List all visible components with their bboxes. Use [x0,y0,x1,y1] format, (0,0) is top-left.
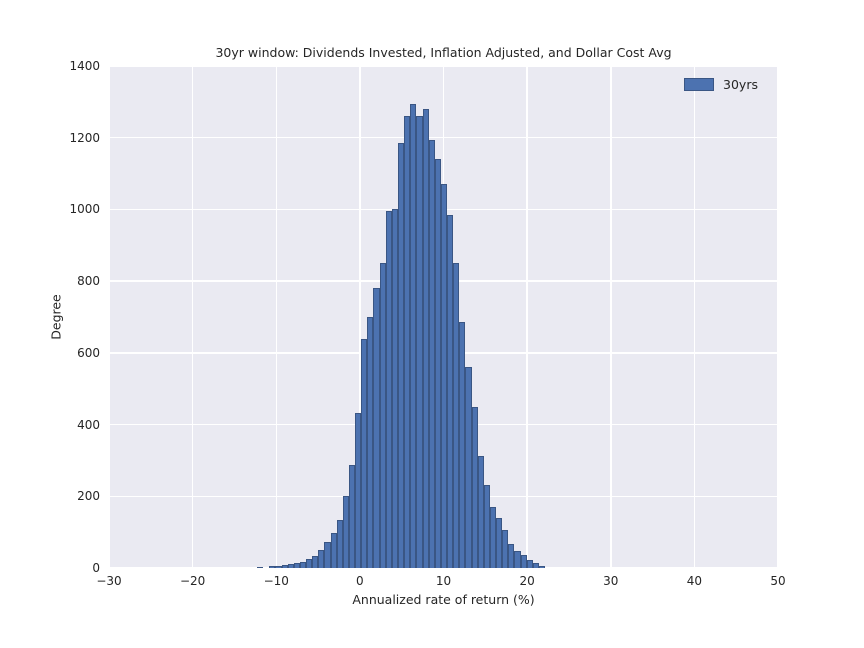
chart-title: 30yr window: Dividends Invested, Inflati… [215,45,672,60]
histogram-bar [520,555,527,568]
histogram-bar [324,541,331,568]
histogram-bar [489,507,497,568]
histogram-bar [397,143,405,568]
histogram-bar [269,566,276,568]
gridline-vertical [693,66,696,568]
gridline-vertical [191,66,194,568]
histogram-bar [379,263,386,568]
histogram-bar [385,211,392,568]
histogram-bar [336,519,343,568]
gridline-vertical [777,66,778,568]
y-tick-label: 200 [77,489,100,504]
x-tick-label: −30 [96,574,122,588]
y-tick-label: 0 [92,561,100,575]
histogram-bar [447,214,454,568]
x-tick-label: −20 [179,574,206,588]
gridline-vertical [109,66,110,568]
y-tick-label: 1200 [69,130,100,145]
histogram-bar [275,565,282,568]
histogram-bar [312,556,319,568]
histogram-bar [434,159,441,568]
histogram-bar [342,496,349,568]
gridline-vertical [275,66,277,568]
histogram-bar [318,550,325,568]
gridline-vertical [359,66,361,568]
histogram-bar [453,263,460,568]
y-tick-label: 800 [77,274,100,289]
histogram-bar [257,566,264,568]
histogram-bar [293,562,300,568]
histogram-bar [465,367,472,568]
y-tick-label: 1000 [69,202,100,217]
x-tick-label: 20 [519,574,535,588]
histogram-bar [373,288,380,568]
x-tick-label: 10 [435,574,452,588]
gridline-vertical [526,66,528,568]
histogram-bar [391,209,398,568]
y-tick-label: 400 [77,417,100,432]
histogram-bar [502,530,509,568]
plot-area: 30yrs [109,66,778,568]
legend-swatch-icon [684,78,715,91]
y-tick-label: 600 [77,345,100,360]
histogram-bar [287,564,294,568]
x-tick-label: 30 [603,574,619,588]
histogram-bar [538,566,546,568]
histogram-bar [483,484,490,568]
histogram-bar [348,464,356,568]
histogram-bar [428,139,435,568]
gridline-horizontal [109,136,778,139]
x-tick-label: 50 [770,574,786,588]
x-tick-label: 0 [356,574,364,588]
histogram-bar [477,456,484,568]
histogram-bar [367,317,374,568]
histogram-bar [508,544,515,568]
histogram-bar [514,551,521,568]
histogram-bar [526,560,533,568]
x-tick-label: 40 [686,574,703,588]
x-tick-label: −10 [263,574,289,588]
histogram-bar [299,561,307,568]
histogram-bar [416,116,423,568]
histogram-bar [459,322,466,568]
histogram-bar [496,517,503,568]
x-axis-label: Annualized rate of return (%) [352,592,535,607]
histogram-bar [361,338,368,568]
histogram-bar [404,116,411,568]
histogram-bar [440,184,448,568]
histogram-bar [306,559,313,568]
legend: 30yrs [684,77,758,92]
histogram-bar [330,532,337,568]
histogram-bar [281,565,288,568]
histogram-bar [422,109,429,568]
y-axis-label: Degree [48,294,64,340]
histogram-bar [532,563,539,568]
histogram-bar [471,406,478,568]
legend-label: 30yrs [723,77,758,92]
gridline-vertical [610,66,612,568]
y-tick-label: 1400 [69,59,100,73]
histogram-bar [355,413,362,568]
gridline-horizontal [109,66,778,67]
histogram-bars [109,66,778,568]
histogram-bar [410,103,417,568]
